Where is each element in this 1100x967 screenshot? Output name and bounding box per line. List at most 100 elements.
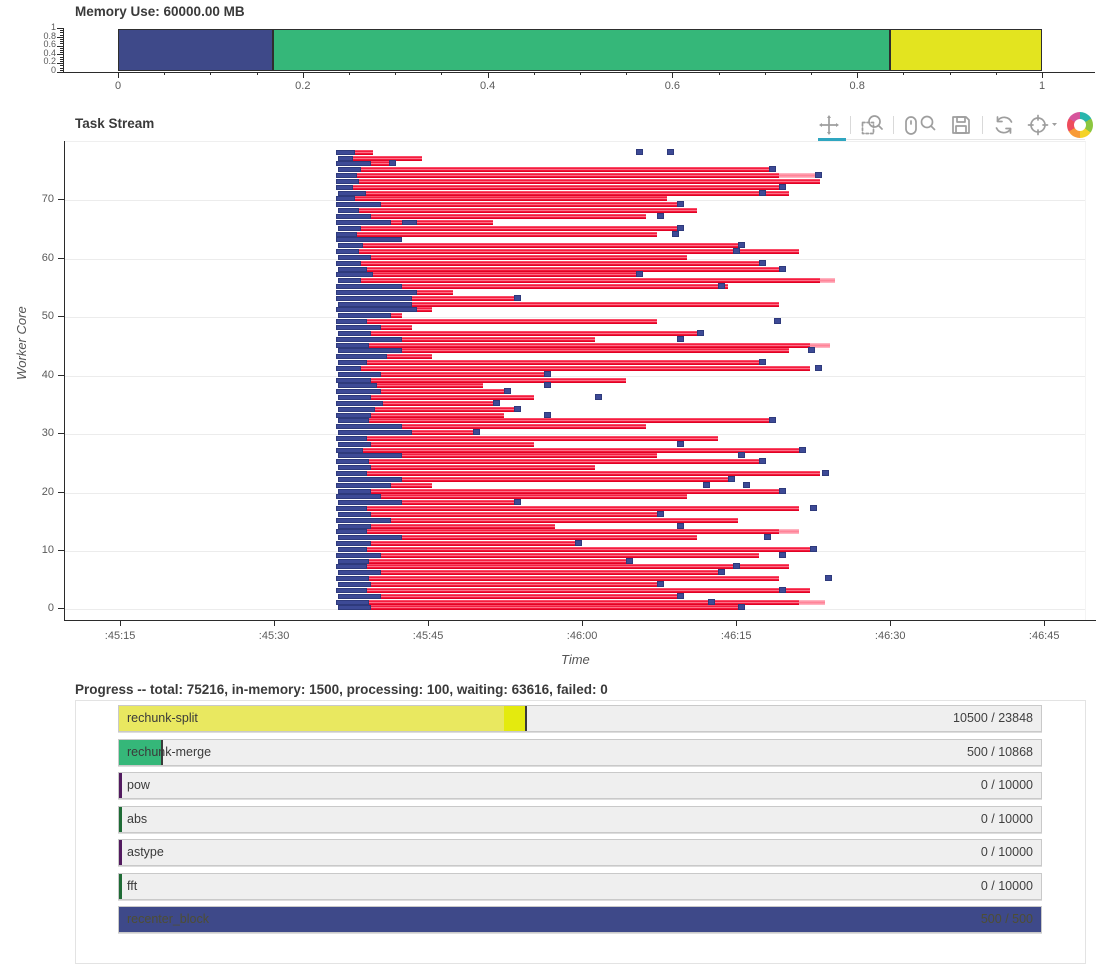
task-rect-red xyxy=(342,184,779,190)
task-rect-navy xyxy=(338,593,382,599)
memory-y-tick xyxy=(60,34,63,36)
task-rect-navy xyxy=(338,254,371,260)
task-rect-navy xyxy=(336,249,359,254)
task-rect-navy xyxy=(338,523,371,529)
task-rect-navy xyxy=(336,482,392,488)
task-rect-red xyxy=(344,552,759,558)
task-rect-navy xyxy=(336,517,392,523)
bokeh-logo[interactable] xyxy=(1067,112,1093,138)
memory-y-tick xyxy=(60,69,63,71)
task-rect-navy xyxy=(702,481,710,488)
progress-bar-rechunk-merge: rechunk-merge 500 / 10868 xyxy=(118,738,1042,766)
progress-bar-count: 0 / 10000 xyxy=(980,845,1033,859)
task-rect-navy xyxy=(338,418,369,424)
task-rect-navy xyxy=(336,336,402,342)
wheel-zoom-tool-button[interactable] xyxy=(902,112,940,138)
gridline xyxy=(65,375,1085,377)
memory-y-tick xyxy=(57,28,63,29)
task-rect-red xyxy=(344,587,810,593)
task-stream-y-tick-label: 10 xyxy=(41,543,54,556)
memory-x-tick xyxy=(718,72,720,75)
task-rect-red xyxy=(342,395,535,400)
progress-bar-rechunk-split: rechunk-split 10500 / 23848 xyxy=(118,705,1042,732)
task-stream-y-tick xyxy=(58,374,64,376)
hover-tool-button[interactable] xyxy=(1025,112,1059,138)
task-rect-navy xyxy=(338,488,371,494)
task-rect-red xyxy=(344,354,433,360)
task-rect-red xyxy=(344,529,779,535)
memory-x-tick xyxy=(580,72,581,75)
task-rect-red xyxy=(344,459,759,465)
task-rect-navy xyxy=(336,324,382,330)
task-rect-red xyxy=(344,342,810,348)
memory-chart-title: Memory Use: 60000.00 MB xyxy=(75,4,245,19)
memory-x-tick xyxy=(995,72,997,75)
memory-x-tick-label: 0.6 xyxy=(664,80,681,92)
task-rect-navy xyxy=(824,575,832,582)
task-rect-red xyxy=(344,213,647,219)
task-rect-red xyxy=(342,254,688,260)
task-stream-x-tick xyxy=(428,620,430,626)
memory-x-tick xyxy=(857,72,859,78)
gridline xyxy=(65,434,1085,436)
memory-x-tick xyxy=(441,72,443,75)
memory-x-tick-label: 0.4 xyxy=(479,80,496,92)
task-rect-navy xyxy=(336,173,357,178)
task-rect-navy xyxy=(338,511,371,517)
task-rect-red xyxy=(344,564,790,570)
task-rect-navy xyxy=(338,500,402,506)
memory-y-tick xyxy=(60,43,63,45)
task-rect-red xyxy=(342,243,739,249)
task-rect-navy xyxy=(758,189,766,196)
progress-fill xyxy=(119,706,505,731)
task-rect-red xyxy=(342,546,810,552)
task-rect-red xyxy=(344,202,677,208)
save-tool-button[interactable] xyxy=(948,112,974,138)
task-rect-navy xyxy=(338,558,369,564)
task-rect-red xyxy=(779,173,815,178)
task-rect-navy xyxy=(336,149,355,155)
task-stream-y-tick-label: 70 xyxy=(41,193,54,206)
task-rect-red xyxy=(344,541,575,547)
task-rect-red xyxy=(342,383,484,389)
task-rect-red xyxy=(342,605,739,611)
task-rect-navy xyxy=(513,294,521,301)
task-stream-x-axis-line xyxy=(64,620,1096,621)
progress-bar-label: fft xyxy=(127,878,138,893)
task-stream-x-tick-label: :46:00 xyxy=(566,630,598,642)
progress-fill-edge xyxy=(524,706,527,731)
task-rect-red xyxy=(342,266,779,272)
task-rect-navy xyxy=(626,557,634,564)
task-rect-red xyxy=(344,225,677,231)
task-rect-red xyxy=(342,441,535,447)
task-rect-navy xyxy=(336,471,367,476)
task-stream-x-tick xyxy=(890,620,892,626)
task-rect-navy xyxy=(338,546,367,552)
task-rect-navy xyxy=(336,161,371,167)
memory-x-tick xyxy=(764,72,766,75)
reset-tool-button[interactable] xyxy=(991,112,1017,138)
pan-tool-button[interactable] xyxy=(816,112,842,138)
task-stream-x-tick xyxy=(120,620,122,626)
task-rect-navy xyxy=(738,242,746,249)
memory-x-tick xyxy=(487,72,489,78)
task-rect-navy xyxy=(809,505,817,511)
task-rect-red xyxy=(342,500,514,506)
progress-title: Progress -- total: 75216, in-memory: 150… xyxy=(75,682,608,697)
task-rect-navy xyxy=(336,289,417,295)
box-zoom-tool-button[interactable] xyxy=(859,112,885,138)
task-stream-y-tick xyxy=(58,316,64,318)
task-rect-navy xyxy=(799,446,807,453)
memory-y-tick xyxy=(60,39,63,40)
active-tool-indicator xyxy=(818,138,846,141)
task-rect-navy xyxy=(338,360,367,365)
task-rect-navy xyxy=(336,284,402,289)
task-rect-navy xyxy=(636,271,644,278)
task-stream-y-tick xyxy=(58,491,64,493)
task-rect-navy xyxy=(338,476,402,482)
task-stream-y-tick-label: 50 xyxy=(41,310,54,323)
task-rect-red xyxy=(342,523,555,529)
task-rect-navy xyxy=(595,394,603,400)
progress-fill xyxy=(119,907,1041,932)
toolbar-separator xyxy=(850,116,851,134)
